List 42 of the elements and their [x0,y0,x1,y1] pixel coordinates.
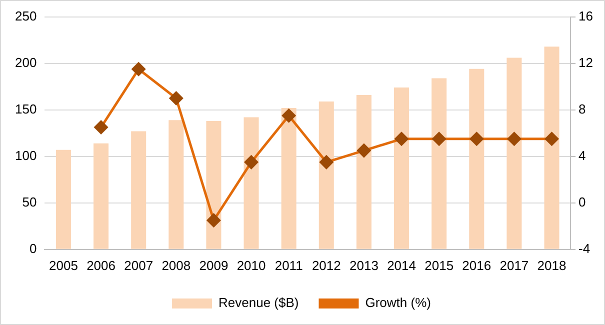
y2-tick-label: -4 [578,240,590,256]
y-tick-label: 0 [29,240,37,256]
y2-tick-label: 16 [578,8,594,24]
legend-label: Revenue ($B) [218,295,299,310]
y2-tick-label: 4 [578,148,586,163]
y-tick-label: 100 [14,148,37,163]
x-tick-label: 2005 [49,258,78,273]
legend-label: Growth (%) [365,295,431,310]
y-tick-label: 150 [14,101,37,116]
bar [432,78,447,249]
bar [544,46,560,249]
x-tick-label: 2016 [462,258,492,273]
x-tick-label: 2018 [537,258,566,273]
y2-tick-label: 0 [578,194,586,210]
y-tick-label: 250 [14,8,37,24]
x-tick-label: 2013 [349,258,378,273]
x-tick-label: 2009 [199,258,228,273]
bar [506,58,522,249]
x-tick-label: 2014 [387,258,416,273]
bar [394,88,410,249]
x-tick-label: 2008 [162,258,191,273]
bar [356,94,372,249]
x-tick-label: 2006 [86,258,116,273]
x-tick-label: 2015 [424,258,454,273]
bar [168,120,184,249]
y-tick-label: 50 [22,194,37,210]
bar [206,121,222,249]
y2-tick-label: 12 [578,54,594,70]
bar [281,108,296,249]
y-tick-label: 200 [14,54,37,70]
bar [469,68,484,249]
x-tick-label: 2007 [124,258,154,273]
bar [94,143,109,249]
x-tick-label: 2010 [236,258,266,273]
y2-tick-label: 8 [578,101,586,116]
x-tick-label: 2011 [274,258,303,273]
bar [318,101,334,249]
x-tick-label: 2012 [312,258,341,273]
x-tick-label: 2017 [500,258,529,273]
bar [56,150,71,249]
bar [244,117,259,249]
bar [131,131,146,249]
